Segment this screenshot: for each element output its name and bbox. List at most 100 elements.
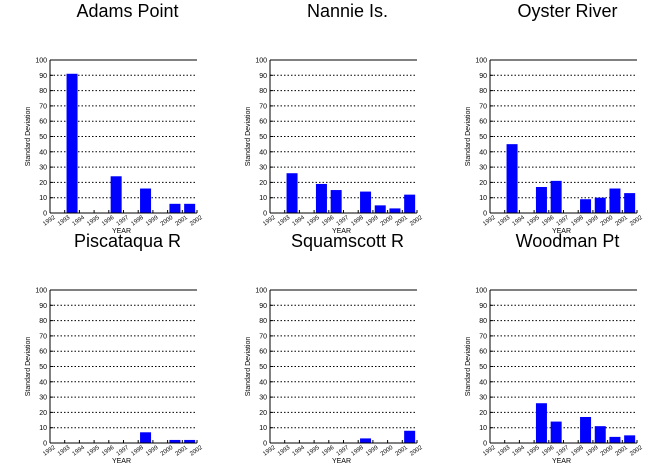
- x-tick-label: 1997: [336, 445, 351, 458]
- bar-2001: [624, 435, 636, 443]
- y-tick-label: 10: [479, 425, 487, 432]
- y-tick-label: 60: [39, 119, 47, 126]
- y-tick-label: 80: [259, 318, 267, 325]
- y-tick-label: 80: [479, 88, 487, 95]
- x-tick-label: 1993: [277, 445, 292, 458]
- y-tick-label: 50: [479, 134, 487, 141]
- x-tick-label: 1995: [526, 445, 541, 458]
- y-tick-label: 80: [39, 318, 47, 325]
- x-axis-label: YEAR: [112, 458, 131, 465]
- x-tick-label: 1996: [101, 445, 116, 458]
- y-tick-label: 20: [39, 180, 47, 187]
- bar-1998: [140, 432, 152, 443]
- bar-2000: [169, 203, 181, 213]
- bar-1998: [360, 191, 372, 213]
- y-tick-label: 90: [39, 73, 47, 80]
- y-tick-label: 60: [259, 119, 267, 126]
- y-tick-label: 90: [39, 303, 47, 310]
- y-tick-label: 30: [39, 395, 47, 402]
- y-tick-label: 30: [479, 395, 487, 402]
- bar-1996: [330, 190, 342, 213]
- x-tick-label: 1995: [306, 445, 321, 458]
- x-tick-label: 2001: [395, 445, 410, 458]
- x-tick-label: 1993: [497, 445, 512, 458]
- bar-1996: [550, 180, 562, 213]
- y-tick-label: 20: [479, 410, 487, 417]
- x-tick-label: 2001: [175, 215, 190, 228]
- y-tick-label: 70: [259, 333, 267, 340]
- x-tick-label: 1999: [145, 215, 160, 228]
- bar-1999: [374, 205, 386, 213]
- x-tick-label: 2001: [615, 445, 630, 458]
- x-axis-label: YEAR: [552, 458, 571, 465]
- y-tick-label: 10: [39, 195, 47, 202]
- y-axis-label: Standard Deviation: [25, 107, 32, 167]
- x-tick-label: 2001: [175, 445, 190, 458]
- y-tick-label: 60: [39, 349, 47, 356]
- bar-1998: [580, 199, 592, 213]
- chart-title: Adams Point: [76, 1, 178, 21]
- bar-1993: [506, 144, 518, 213]
- chart-title: Nannie Is.: [307, 1, 388, 21]
- x-tick-label: 2001: [395, 215, 410, 228]
- y-tick-label: 10: [259, 425, 267, 432]
- x-tick-label: 1999: [365, 215, 380, 228]
- x-tick-label: 2000: [380, 215, 395, 228]
- y-tick-label: 90: [479, 73, 487, 80]
- y-axis-label: Standard Deviation: [465, 107, 472, 167]
- x-tick-label: 1994: [72, 445, 87, 458]
- x-axis-label: YEAR: [552, 228, 571, 235]
- y-tick-label: 90: [479, 303, 487, 310]
- bar-1993: [66, 73, 78, 214]
- y-tick-label: 20: [39, 410, 47, 417]
- x-tick-label: 1999: [585, 215, 600, 228]
- x-tick-label: 1994: [292, 445, 307, 458]
- x-tick-label: 2000: [160, 215, 175, 228]
- y-axis-label: Standard Deviation: [245, 337, 252, 397]
- x-tick-label: 1995: [86, 445, 101, 458]
- x-tick-label: 1998: [350, 215, 365, 228]
- x-tick-label: 1997: [116, 445, 131, 458]
- x-tick-label: 2001: [615, 215, 630, 228]
- bar-1996: [110, 176, 122, 213]
- y-tick-label: 60: [479, 119, 487, 126]
- y-tick-label: 70: [259, 103, 267, 110]
- bar-1998: [140, 188, 152, 213]
- x-tick-label: 1998: [130, 215, 145, 228]
- y-tick-label: 0: [483, 211, 487, 218]
- bar-2001: [624, 193, 636, 213]
- y-tick-label: 20: [259, 180, 267, 187]
- y-tick-label: 80: [479, 318, 487, 325]
- x-tick-label: 1995: [526, 215, 541, 228]
- x-tick-label: 1997: [116, 215, 131, 228]
- y-tick-label: 100: [35, 58, 47, 65]
- bar-2001: [184, 203, 196, 213]
- y-tick-label: 40: [479, 149, 487, 156]
- y-tick-label: 70: [39, 333, 47, 340]
- bar-2000: [609, 436, 621, 443]
- x-tick-label: 1993: [57, 445, 72, 458]
- x-tick-label: 1994: [512, 215, 527, 228]
- bar-2000: [169, 439, 181, 443]
- x-tick-label: 2000: [600, 215, 615, 228]
- x-tick-label: 2000: [380, 445, 395, 458]
- y-tick-label: 20: [479, 180, 487, 187]
- y-tick-label: 100: [475, 288, 487, 295]
- chart-title: Oyster River: [517, 1, 617, 21]
- y-tick-label: 10: [259, 195, 267, 202]
- y-axis-label: Standard Deviation: [25, 337, 32, 397]
- x-tick-label: 1996: [321, 445, 336, 458]
- x-tick-label: 1998: [350, 445, 365, 458]
- y-axis-label: Standard Deviation: [245, 107, 252, 167]
- x-axis-label: YEAR: [332, 228, 351, 235]
- bar-1993: [286, 173, 298, 213]
- y-tick-label: 0: [483, 441, 487, 448]
- x-tick-label: 1995: [86, 215, 101, 228]
- y-tick-label: 50: [479, 364, 487, 371]
- bar-1996: [550, 421, 562, 443]
- x-tick-label: 2000: [600, 445, 615, 458]
- y-tick-label: 80: [39, 88, 47, 95]
